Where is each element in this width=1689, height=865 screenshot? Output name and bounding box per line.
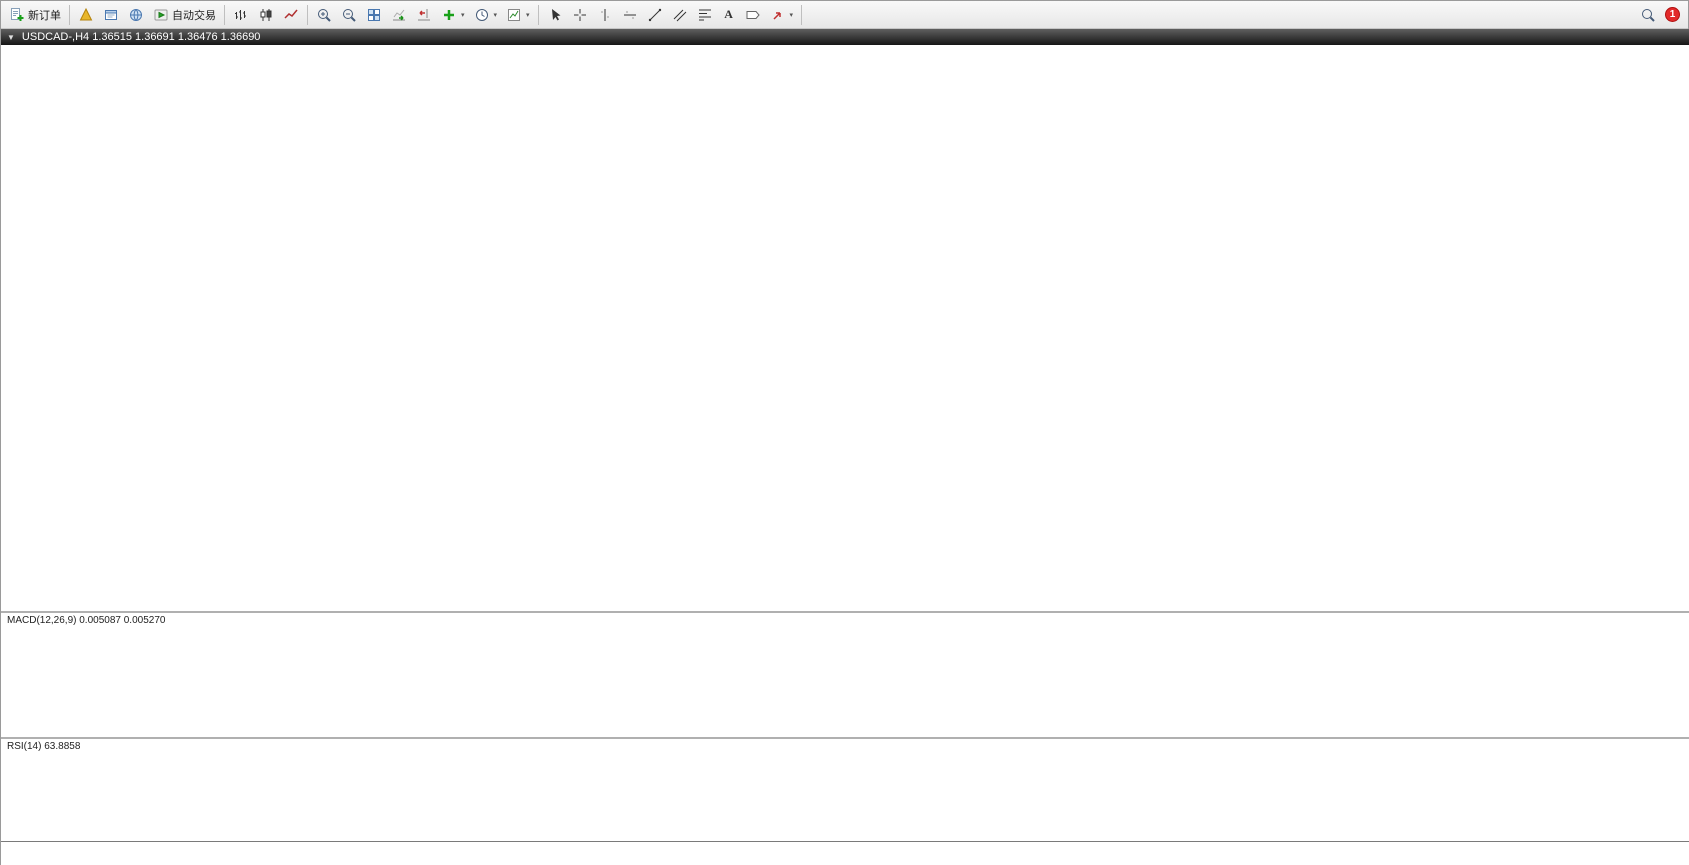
navigator-icon (130, 8, 142, 21)
search-button[interactable] (1636, 4, 1660, 26)
indicator-plus-icon (444, 9, 454, 20)
toolbar-separator (69, 4, 70, 25)
toolbar: 新订单 自动交易 (1, 1, 1688, 29)
zoom-out-button[interactable] (337, 4, 361, 26)
auto-scroll-icon (393, 9, 405, 21)
vertical-line-button[interactable] (593, 4, 617, 26)
notification-badge[interactable]: 1 (1665, 7, 1680, 22)
trendline-button[interactable] (643, 4, 667, 26)
clock-icon (475, 8, 488, 21)
rsi-panel[interactable]: RSI(14) 63.8858 (1, 739, 1689, 841)
horizontal-line-button[interactable] (618, 4, 642, 26)
macd-label: MACD(12,26,9) 0.005087 0.005270 (7, 615, 166, 626)
auto-trading-label: 自动交易 (172, 9, 216, 22)
chevron-down-icon: ▾ (789, 11, 794, 19)
search-icon (1642, 8, 1655, 22)
macd-panel[interactable]: MACD(12,26,9) 0.005087 0.005270 (1, 613, 1689, 737)
main-chart-plot[interactable] (1, 45, 1689, 611)
bar-chart-icon (235, 9, 246, 20)
cursor-button[interactable] (543, 4, 567, 26)
trendline-icon (648, 8, 661, 21)
chart-menu-icon[interactable]: ▼ (7, 32, 15, 42)
auto-scroll-button[interactable] (387, 4, 411, 26)
text-label-button[interactable] (741, 4, 765, 26)
templates-button[interactable]: ▾ (502, 4, 534, 26)
text-tool-icon: A (724, 7, 733, 21)
bar-chart-button[interactable] (229, 4, 253, 26)
arrow-tool-icon (773, 11, 781, 20)
chart-shift-button[interactable] (412, 4, 436, 26)
toolbar-separator (224, 4, 225, 25)
zoom-in-button[interactable] (312, 4, 336, 26)
toolbar-separator (307, 4, 308, 25)
text-label-icon (746, 10, 760, 19)
panel-splitter[interactable] (1, 611, 1689, 613)
chevron-down-icon: ▾ (493, 11, 498, 19)
indicators-button[interactable]: ▾ (437, 4, 469, 26)
market-watch-button[interactable] (74, 4, 98, 26)
pyramid-icon (79, 7, 93, 20)
periods-button[interactable]: ▾ (470, 4, 502, 26)
chart-title: USDCAD-,H4 1.36515 1.36691 1.36476 1.366… (21, 31, 261, 43)
horizontal-line-icon (623, 10, 636, 19)
auto-trading-icon (154, 9, 168, 20)
line-chart-icon (284, 9, 298, 19)
rsi-label: RSI(14) 63.8858 (7, 741, 81, 752)
channel-icon (673, 9, 686, 21)
tile-windows-icon (368, 8, 380, 21)
tile-windows-button[interactable] (362, 4, 386, 26)
arrows-button[interactable]: ▾ (766, 4, 798, 26)
new-order-icon (11, 7, 24, 21)
chart-shift-icon (418, 8, 430, 20)
chart-title-bar: ▼ USDCAD-,H4 1.36515 1.36691 1.36476 1.3… (1, 29, 1689, 45)
zoom-out-icon (343, 8, 356, 22)
cursor-icon (551, 8, 561, 20)
time-axis[interactable] (1, 841, 1689, 865)
chevron-down-icon: ▾ (461, 11, 465, 19)
time-axis-labels (1, 842, 1689, 865)
chevron-down-icon: ▾ (526, 11, 530, 19)
template-chart-icon (508, 8, 521, 21)
toolbar-right-group: 1 (1636, 4, 1684, 26)
crosshair-button[interactable] (568, 4, 592, 26)
vertical-line-icon (600, 8, 609, 21)
data-window-button[interactable] (99, 4, 123, 26)
main-chart-panel[interactable] (1, 45, 1689, 611)
new-order-button[interactable]: 新订单 (5, 4, 65, 26)
zoom-in-icon (318, 8, 331, 22)
toolbar-separator (537, 4, 539, 25)
line-chart-button[interactable] (279, 4, 303, 26)
macd-plot[interactable] (1, 613, 1689, 737)
text-button[interactable]: A (718, 4, 740, 26)
rsi-plot[interactable] (1, 739, 1689, 841)
channel-button[interactable] (668, 4, 692, 26)
panel-splitter[interactable] (1, 737, 1689, 739)
fibonacci-icon (698, 9, 711, 20)
toolbar-separator (801, 4, 803, 25)
new-order-label: 新订单 (28, 9, 61, 22)
crosshair-icon (573, 8, 586, 21)
fibonacci-button[interactable] (693, 4, 717, 26)
auto-trading-button[interactable]: 自动交易 (149, 4, 220, 26)
candlestick-icon (260, 8, 272, 21)
candlestick-chart-button[interactable] (254, 4, 278, 26)
navigator-button[interactable] (124, 4, 148, 26)
data-window-icon (105, 9, 117, 20)
